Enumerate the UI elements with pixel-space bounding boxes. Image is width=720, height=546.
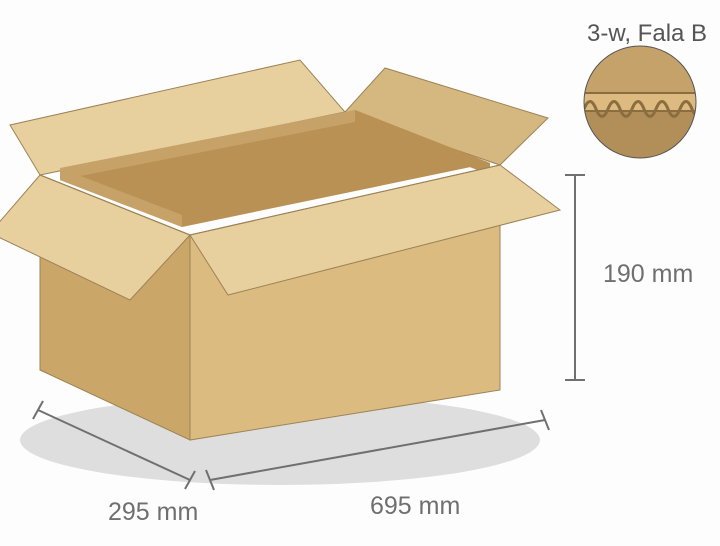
diagram-stage: 295 mm 695 mm 190 mm 3-w, Fala B — [0, 0, 720, 546]
flute-type-label: 3-w, Fala B — [587, 20, 707, 48]
dim-height — [565, 175, 585, 380]
dim-length-label: 695 mm — [370, 492, 460, 521]
dim-width-label: 295 mm — [108, 498, 198, 527]
dim-height-label: 190 mm — [603, 260, 693, 289]
flute-circle — [584, 46, 704, 158]
